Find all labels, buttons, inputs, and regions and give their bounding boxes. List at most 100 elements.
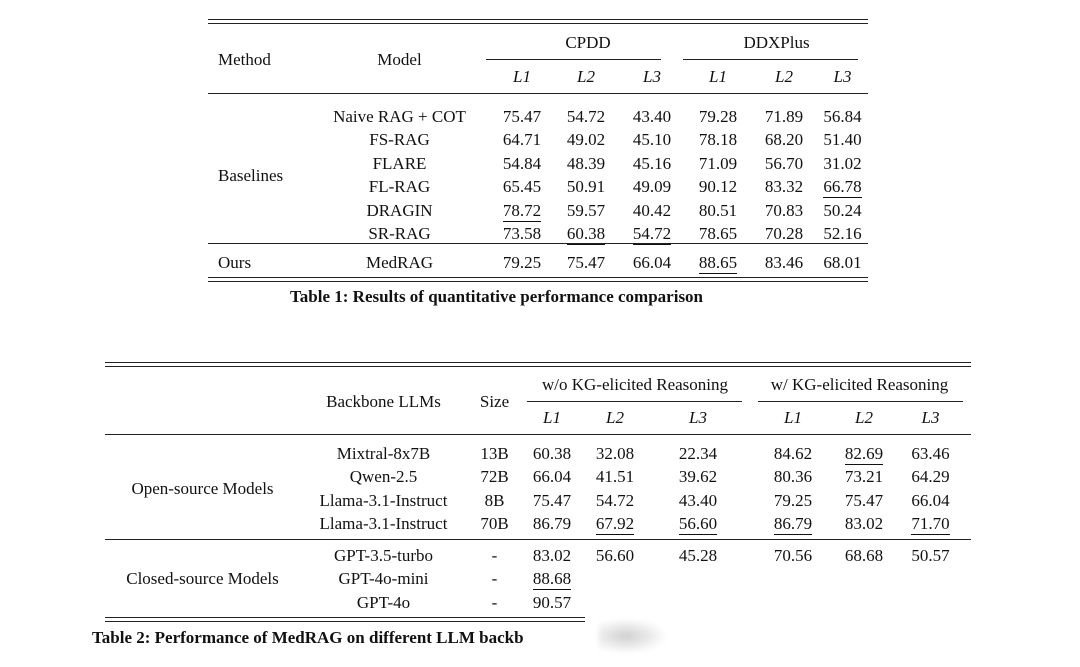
table1-value-cell: 50.91 xyxy=(566,177,606,197)
table2: Backbone LLMs Size w/o KG-elicited Reaso… xyxy=(105,369,971,615)
table1-value-cell-best: 83.46 xyxy=(764,253,804,272)
table2-sub-header: L3 xyxy=(689,407,707,427)
table1-value-cell: 56.70 xyxy=(764,153,804,173)
table1-value-cell: 78.65 xyxy=(698,224,738,244)
table1-value-cell: 73.58 xyxy=(502,224,542,244)
table1-ddx-rule xyxy=(683,59,858,60)
table2-sub-header: L3 xyxy=(921,407,940,427)
table2-bottom-rule xyxy=(105,617,585,618)
table1-value-cell-second: 54.72 xyxy=(619,223,685,247)
table1-bottom-rule-2 xyxy=(208,281,868,282)
table2-value-cell: 60.38 xyxy=(532,443,572,463)
table1-top-rule-2 xyxy=(208,23,868,24)
table1-ours-rule xyxy=(208,243,868,244)
table2-value-cell-second: 67.92 xyxy=(582,513,648,537)
table1-value-cell-best: 79.25 xyxy=(502,253,542,272)
table1-value-cell-best: 90.12 xyxy=(698,177,738,197)
table2-value-cell: 45.28 xyxy=(678,545,718,565)
table1-value-cell: 45.10 xyxy=(632,130,672,150)
table1-value-cell: 48.39 xyxy=(566,153,606,173)
table2-value-cell-second: 86.79 xyxy=(748,513,838,537)
table2-header-rule xyxy=(105,434,971,435)
table2-model-cell: Qwen-2.5 xyxy=(349,467,418,487)
table1-value-cell: 70.28 xyxy=(764,224,804,244)
table1-value-cell: 31.02 xyxy=(823,153,862,173)
table2-caption: Table 2: Performance of MedRAG on differ… xyxy=(92,628,524,647)
table1-value-cell-second: 78.72 xyxy=(491,199,553,223)
table1-value-cell-best: 68.01 xyxy=(823,253,862,272)
table2-size-cell: - xyxy=(491,569,498,589)
table2-value-cell-second: 88.68 xyxy=(522,568,582,592)
table2-value-text: 71.70 xyxy=(911,514,950,536)
table1-value-cell: 49.02 xyxy=(566,130,606,150)
table2-size-cell: 70B xyxy=(480,514,509,534)
table2-value-cell-second: 82.69 xyxy=(838,442,890,466)
image-smear-shadow xyxy=(598,618,668,654)
table2-value-cell: 84.62 xyxy=(773,443,813,463)
table1-value-cell: 49.09 xyxy=(632,177,672,197)
table1-value-cell: 40.42 xyxy=(632,200,672,220)
table2-value-cell-second: 71.70 xyxy=(890,513,971,537)
table1-sub-header: L1 xyxy=(513,67,531,86)
table1-sub-header: L1 xyxy=(709,67,727,86)
table2-value-cell: 70.56 xyxy=(773,545,813,565)
table2-size-header: Size xyxy=(479,391,510,411)
table2-value-cell: 66.04 xyxy=(532,467,572,487)
table2-value-cell-best: 83.02 xyxy=(844,514,884,534)
table2-value-cell: 41.51 xyxy=(595,467,635,487)
table1-value-cell: 54.84 xyxy=(502,153,542,173)
table1-sub-header: L2 xyxy=(775,67,793,86)
table1-value-cell: 45.16 xyxy=(632,153,672,173)
table2-model-cell: Llama-3.1-Instruct xyxy=(319,490,448,510)
table1-value-cell: 51.40 xyxy=(823,130,862,150)
table1-value-cell-second: 66.78 xyxy=(817,176,868,200)
table2-top-rule-2 xyxy=(105,366,971,367)
table1-value-cell-second: 60.38 xyxy=(553,223,619,247)
table2-backbone-header: Backbone LLMs xyxy=(326,391,441,411)
table2-value-cell: 43.40 xyxy=(678,490,718,510)
table2-top-rule xyxy=(105,362,971,363)
table1-model-cell: FL-RAG xyxy=(368,177,431,197)
table2-value-cell: 80.36 xyxy=(773,467,813,487)
table1-model-cell: FS-RAG xyxy=(369,130,430,150)
table1-value-cell: 68.20 xyxy=(764,130,804,150)
table1-ddxplus-header: DDXPlus xyxy=(743,33,810,52)
table2-closed-source-label: Closed-source Models xyxy=(126,569,279,589)
table2-value-text: 82.69 xyxy=(844,443,884,465)
table1-sub-header: L3 xyxy=(833,67,852,86)
table2-model-cell: GPT-4o-mini xyxy=(338,569,429,589)
table1-value-cell: 80.51 xyxy=(698,200,738,220)
table1-caption: Table 1: Results of quantitative perform… xyxy=(290,287,704,306)
table2-group-rule xyxy=(105,539,971,540)
table2-value-cell: 73.21 xyxy=(844,467,884,487)
table2-value-cell: 83.02 xyxy=(532,545,572,565)
table1-value-cell: 78.18 xyxy=(698,130,738,150)
table2-value-cell: 54.72 xyxy=(595,490,635,510)
table1-value-cell: 79.28 xyxy=(698,106,738,126)
table2-value-cell: 68.68 xyxy=(844,545,884,565)
table1-value-cell: 64.71 xyxy=(502,130,542,150)
table2-value-cell: 75.47 xyxy=(532,490,572,510)
table2-size-cell: - xyxy=(491,592,498,612)
table2-sub-header: L2 xyxy=(606,407,624,427)
table2-w-rule xyxy=(758,401,963,402)
table1-value-cell-second: 88.65 xyxy=(685,246,751,280)
table1-method-header: Method xyxy=(218,50,271,69)
table2-value-cell: 56.60 xyxy=(595,545,635,565)
table1-ours-label: Ours xyxy=(218,253,252,272)
table1-value-text: 60.38 xyxy=(566,224,606,246)
table2-value-cell: 50.57 xyxy=(911,545,950,565)
table2-value-text: 88.68 xyxy=(532,569,572,591)
table1-value-text: 78.72 xyxy=(502,200,542,222)
table2-value-text: 86.79 xyxy=(773,514,813,536)
table1-value-cell: 71.09 xyxy=(698,153,738,173)
table1-value-cell-best: 75.47 xyxy=(566,253,606,272)
table1-value-text: 66.78 xyxy=(823,177,862,199)
table1-model-cell: MedRAG xyxy=(365,253,434,272)
table1-cpdd-rule xyxy=(486,59,661,60)
table2-value-cell-second: 56.60 xyxy=(648,513,748,537)
table2-value-cell-best: 90.57 xyxy=(532,592,572,612)
table2-bottom-rule-2 xyxy=(105,621,585,622)
table2-open-source-label: Open-source Models xyxy=(131,479,274,498)
table1-sub-header: L2 xyxy=(577,67,595,86)
